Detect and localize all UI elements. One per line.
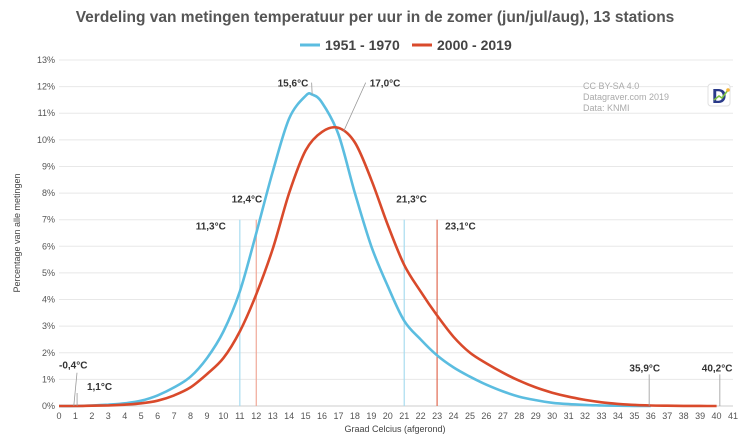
y-tick-label: 13%: [37, 55, 55, 65]
x-tick-label: 26: [481, 411, 491, 421]
x-tick-label: 34: [613, 411, 623, 421]
x-tick-label: 28: [514, 411, 524, 421]
annotation-leader: [311, 82, 313, 95]
y-axis-label: Percentage van alle metingen: [12, 173, 22, 292]
x-tick-label: 19: [366, 411, 376, 421]
legend-label-1951: 1951 - 1970: [325, 37, 400, 53]
x-tick-label: 2: [89, 411, 94, 421]
y-tick-label: 0%: [42, 401, 55, 411]
y-tick-label: 9%: [42, 161, 55, 171]
x-tick-label: 14: [284, 411, 294, 421]
x-tick-label: 10: [218, 411, 228, 421]
x-tick-label: 11: [235, 411, 244, 421]
marker-label: 23,1°C: [445, 222, 476, 233]
x-tick-label: 15: [301, 411, 311, 421]
series-line-0: [58, 92, 651, 408]
gridlines: [59, 59, 733, 407]
annotation-label: 1,1°C: [87, 382, 112, 393]
y-axis-ticks: 0% 1% 2% 3% 4% 5% 6% 7% 8% 9% 10% 11% 12% 13%: [37, 55, 55, 411]
credit-site: Datagraver.com 2019: [583, 92, 669, 102]
x-axis-ticks: 0 1 2 3 4 5 6 7 8 9 10 11 12 13 14 15 16 17 18 19 20 21 22 23 24…: [56, 411, 738, 421]
x-tick-label: 33: [596, 411, 606, 421]
x-tick-label: 40: [712, 411, 722, 421]
y-tick-label: 2%: [42, 348, 55, 358]
x-tick-label: 1: [73, 411, 78, 421]
x-tick-label: 6: [155, 411, 160, 421]
x-tick-label: 7: [172, 411, 177, 421]
x-tick-label: 20: [383, 411, 393, 421]
y-tick-label: 1%: [42, 374, 55, 384]
marker-label: 12,4°C: [232, 195, 263, 206]
datagraver-logo: D: [707, 83, 731, 108]
x-tick-label: 5: [139, 411, 144, 421]
marker-label: 11,3°C: [196, 222, 226, 233]
y-tick-label: 7%: [42, 215, 55, 225]
annotation-leader: [343, 82, 367, 133]
x-tick-label: 29: [531, 411, 541, 421]
x-tick-label: 27: [498, 411, 508, 421]
x-tick-label: 23: [432, 411, 442, 421]
y-tick-label: 6%: [42, 241, 55, 251]
x-tick-label: 16: [317, 411, 327, 421]
y-tick-label: 11%: [38, 108, 55, 118]
legend-label-2000: 2000 - 2019: [437, 37, 512, 53]
annotation-label: 17,0°C: [370, 79, 401, 90]
legend: 1951 - 1970 2000 - 2019: [300, 37, 512, 53]
x-tick-label: 25: [465, 411, 475, 421]
logo-spark-icon: [713, 89, 729, 101]
x-tick-label: 38: [679, 411, 689, 421]
y-tick-label: 10%: [37, 135, 55, 145]
annotations: 15,6°C 17,0°C -0,4°C1,1°C 35,9°C 40,2°C: [59, 79, 733, 407]
x-tick-label: 36: [646, 411, 656, 421]
x-axis-label: Graad Celcius (afgerond): [344, 424, 445, 434]
x-tick-label: 21: [399, 411, 409, 421]
y-tick-label: 8%: [42, 188, 55, 198]
series-lines: [58, 92, 717, 408]
x-tick-label: 30: [547, 411, 557, 421]
y-tick-label: 4%: [42, 295, 55, 305]
annotation-label: 40,2°C: [702, 363, 733, 374]
annotation-label: -0,4°C: [59, 361, 87, 372]
annotation-leader: [73, 372, 78, 407]
annotation-label: 35,9°C: [629, 363, 660, 374]
credit-source: Data: KNMI: [583, 103, 630, 113]
x-tick-label: 39: [695, 411, 705, 421]
marker-label: 21,3°C: [396, 195, 427, 206]
x-tick-label: 24: [449, 411, 459, 421]
x-tick-label: 37: [662, 411, 672, 421]
y-tick-label: 12%: [37, 82, 55, 92]
chart-title: Verdeling van metingen temperatuur per u…: [76, 9, 675, 26]
series-line-1: [59, 125, 717, 408]
y-tick-label: 3%: [42, 321, 55, 331]
x-tick-label: 32: [580, 411, 590, 421]
x-tick-label: 35: [629, 411, 639, 421]
x-tick-label: 9: [204, 411, 209, 421]
temperature-markers: 11,3°C 12,4°C 21,3°C 23,1°C: [196, 195, 476, 406]
credit-license: CC BY-SA 4.0: [583, 81, 639, 91]
annotation-label: 15,6°C: [278, 79, 309, 90]
x-tick-label: 18: [350, 411, 360, 421]
logo-dot-icon: [726, 88, 730, 92]
x-tick-label: 8: [188, 411, 193, 421]
x-tick-label: 17: [333, 411, 343, 421]
y-tick-label: 5%: [42, 268, 55, 278]
x-tick-label: 3: [106, 411, 111, 421]
x-tick-label: 4: [122, 411, 127, 421]
credits: CC BY-SA 4.0 Datagraver.com 2019 Data: K…: [583, 81, 669, 113]
x-tick-label: 41: [728, 411, 738, 421]
x-tick-label: 12: [251, 411, 261, 421]
x-tick-label: 13: [268, 411, 278, 421]
x-tick-label: 31: [564, 411, 574, 421]
x-tick-label: 0: [56, 411, 61, 421]
x-tick-label: 22: [416, 411, 426, 421]
logo-badge: [707, 83, 731, 107]
